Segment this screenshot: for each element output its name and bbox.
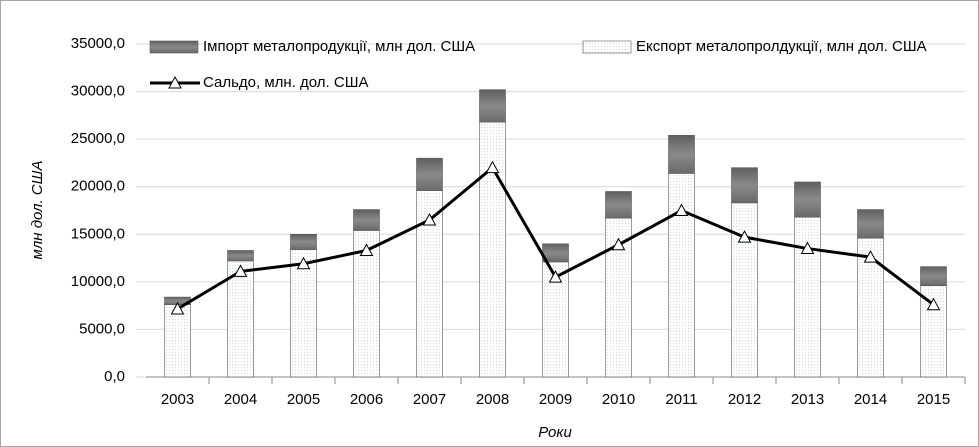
bar (227, 250, 254, 262)
bar (290, 233, 317, 250)
x-tick-label: 2013 (791, 391, 824, 408)
y-tick-label: 5000,0 (79, 320, 125, 337)
legend-label: Експорт металопролдукції, млн дол. США (636, 38, 927, 55)
bar (857, 237, 884, 378)
x-tick-label: 2004 (224, 391, 257, 408)
x-tick-label: 2009 (539, 391, 572, 408)
bar (731, 202, 758, 378)
bar (227, 260, 254, 378)
y-tick-label: 10000,0 (71, 273, 125, 290)
legend-swatch (582, 40, 632, 54)
marker (800, 241, 815, 255)
bar (794, 216, 821, 378)
x-tick-label: 2008 (476, 391, 509, 408)
x-tick-label: 2007 (413, 391, 446, 408)
y-tick-label: 0,0 (104, 368, 125, 385)
marker (737, 230, 752, 243)
bar (353, 209, 380, 231)
x-tick-label: 2014 (854, 391, 887, 408)
bar (794, 181, 821, 218)
marker (485, 160, 500, 174)
x-tick-label: 2012 (728, 391, 761, 408)
marker (674, 203, 689, 216)
bar (416, 157, 443, 191)
y-tick-label: 15000,0 (71, 225, 125, 242)
y-tick-label: 25000,0 (71, 130, 125, 147)
bar (731, 167, 758, 204)
legend-swatch (149, 40, 199, 54)
bar (857, 209, 884, 239)
legend-marker (168, 75, 182, 89)
bar (920, 285, 947, 378)
x-tick-label: 2011 (665, 391, 697, 408)
bar (605, 191, 632, 219)
marker (233, 264, 248, 277)
marker (926, 297, 941, 311)
y-tick-label: 20000,0 (71, 178, 125, 195)
legend-label: Сальдо, млн. дол. США (203, 74, 368, 91)
marker (170, 301, 185, 315)
y-axis-title: млн дол. США (29, 161, 46, 260)
x-tick-label: 2015 (917, 391, 950, 408)
x-tick-label: 2005 (287, 391, 320, 408)
bar (479, 89, 506, 123)
marker (296, 256, 311, 270)
y-tick-label: 30000,0 (71, 83, 125, 100)
bar (290, 249, 317, 378)
marker (863, 250, 878, 263)
y-tick-label: 35000,0 (71, 35, 125, 52)
x-axis-title: Роки (538, 424, 572, 441)
marker (548, 270, 563, 283)
x-tick-label: 2006 (350, 391, 383, 408)
bar (164, 304, 191, 378)
legend-label: Імпорт металопродукції, млн дол. США (203, 38, 475, 55)
bar (479, 121, 506, 378)
x-tick-label: 2003 (161, 391, 194, 408)
marker (422, 212, 437, 226)
bar (668, 135, 695, 174)
bar (920, 266, 947, 286)
x-tick-label: 2010 (602, 391, 635, 408)
marker (359, 243, 374, 256)
marker (611, 237, 626, 251)
